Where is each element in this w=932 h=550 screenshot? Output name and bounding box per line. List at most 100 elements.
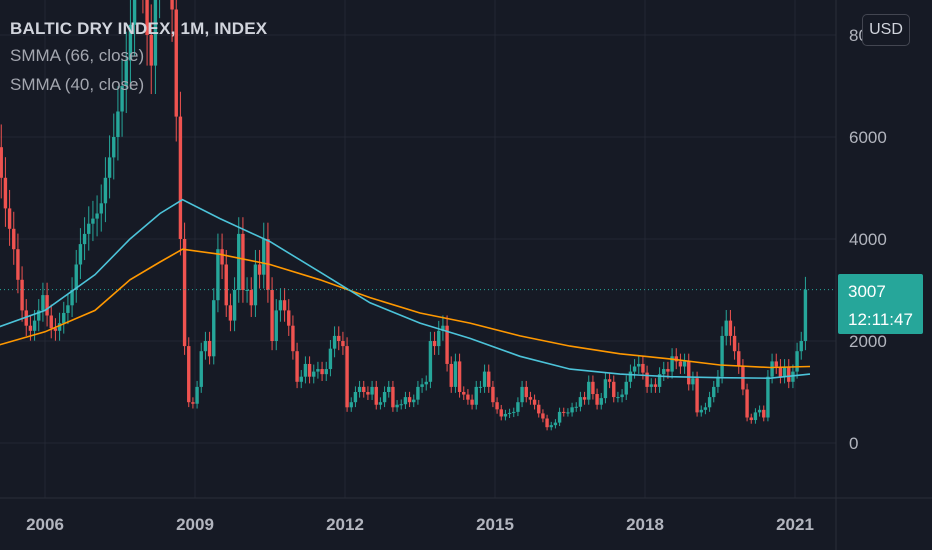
candle [582, 391, 587, 405]
candle [245, 277, 249, 303]
candle [41, 282, 45, 322]
candle [57, 312, 62, 341]
candle [295, 342, 299, 389]
candle [412, 394, 416, 408]
candle [53, 318, 58, 341]
candle [478, 380, 483, 393]
candle [645, 365, 649, 393]
candle [637, 356, 641, 374]
y-tick-label: 4000 [849, 230, 887, 249]
candle [532, 394, 537, 410]
candle [128, 0, 133, 90]
candle [320, 361, 324, 382]
candle [132, 0, 137, 57]
candle [482, 364, 487, 393]
candle [207, 331, 212, 365]
candle [566, 408, 570, 417]
candle [212, 288, 216, 365]
candle [316, 361, 320, 379]
candle [578, 391, 583, 412]
candle [378, 397, 383, 410]
candle [520, 380, 524, 408]
candle [620, 389, 624, 403]
candle [370, 380, 374, 400]
candle [174, 0, 178, 142]
x-tick-label: 2015 [476, 515, 514, 534]
candle [441, 315, 445, 341]
smma-66-label[interactable]: SMMA (66, close) [10, 46, 145, 65]
candle [762, 405, 766, 422]
candle [712, 380, 716, 403]
candle [324, 361, 328, 382]
candle [12, 211, 16, 265]
candle [78, 228, 83, 280]
candle [249, 277, 253, 317]
candle [403, 391, 408, 409]
candle [691, 371, 695, 391]
smma-40-line [0, 198, 811, 380]
candle [391, 380, 395, 412]
candle [424, 375, 428, 391]
smma-40-label[interactable]: SMMA (40, close) [10, 75, 145, 94]
candle [753, 408, 758, 424]
candle [437, 320, 441, 355]
candle [107, 135, 112, 199]
y-tick-label: 6000 [849, 128, 887, 147]
candle [353, 386, 358, 408]
candle [749, 413, 753, 424]
candle [328, 340, 333, 377]
candle [257, 249, 262, 289]
candle [20, 266, 24, 322]
candle [757, 405, 762, 417]
candle [624, 375, 628, 400]
candle [349, 397, 353, 412]
candle [432, 331, 437, 355]
candle [732, 326, 737, 360]
candle [220, 233, 224, 280]
candle [737, 342, 741, 374]
candle [278, 288, 283, 322]
y-tick-label: 2000 [849, 332, 887, 351]
candle [91, 200, 95, 242]
candle [241, 217, 245, 303]
candle [312, 364, 316, 384]
candle [374, 380, 378, 410]
candle [570, 402, 574, 417]
candle [687, 353, 691, 391]
candle [574, 402, 578, 412]
candle [778, 359, 783, 384]
candle [216, 233, 220, 313]
candle [466, 389, 470, 405]
candle [557, 407, 562, 427]
candle [282, 288, 287, 322]
candle [120, 58, 124, 137]
candle [7, 189, 12, 246]
symbol-title[interactable]: BALTIC DRY INDEX, 1M, INDEX [10, 19, 268, 38]
candle [237, 217, 241, 303]
candle [274, 299, 278, 351]
candle [82, 217, 87, 261]
candle [49, 304, 53, 339]
candle [416, 380, 420, 405]
candle [224, 249, 228, 317]
candle [491, 380, 495, 408]
candle [607, 372, 612, 389]
candle [474, 380, 478, 410]
candle [116, 86, 120, 161]
candle [457, 353, 462, 398]
candle [287, 299, 291, 336]
currency-button[interactable]: USD [862, 14, 910, 46]
candle [507, 408, 512, 419]
candle [678, 353, 683, 374]
candle [45, 282, 49, 327]
candle [616, 391, 620, 403]
plot-area [0, 0, 811, 431]
candle [112, 113, 116, 180]
candle [62, 301, 66, 334]
candle [695, 371, 699, 417]
candle [428, 331, 433, 389]
candle [591, 375, 595, 400]
candle [628, 364, 633, 389]
candle [499, 404, 503, 421]
